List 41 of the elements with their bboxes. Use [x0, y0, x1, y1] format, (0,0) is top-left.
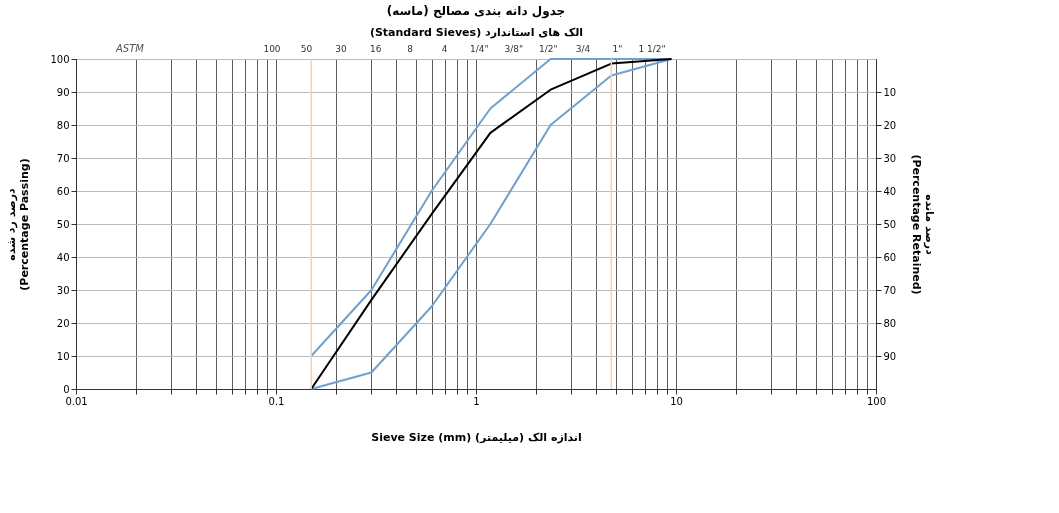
- x-tick-label: 1: [473, 395, 480, 407]
- y-tick-label: 10: [56, 350, 70, 362]
- x-tick-label: 0.01: [65, 395, 88, 407]
- text: 4: [441, 44, 448, 54]
- y-tick-label: 80: [56, 119, 70, 131]
- y-tick-label: 100: [50, 53, 70, 65]
- text: 100: [263, 44, 281, 54]
- y2-tick-label: 90: [883, 350, 897, 362]
- text: 30: [335, 44, 348, 54]
- y2-tick-label: 20: [883, 119, 897, 131]
- x-tick-label: 10: [670, 395, 683, 407]
- x2-axis-title: (Standard Sieves) الک های استاندارد: [369, 25, 584, 39]
- text: 1/4": [469, 44, 489, 54]
- x-axis-title: Sieve Size (mm) اندازه الک (میلیمتر): [371, 430, 582, 444]
- text: 50: [300, 44, 313, 54]
- text: 3/4: [575, 44, 591, 54]
- y-tick-label: 20: [56, 317, 70, 329]
- text: ASTM: [115, 43, 145, 54]
- text: 8: [407, 44, 414, 54]
- text: 3/8": [504, 44, 524, 54]
- text: 16: [369, 44, 382, 54]
- text: 1": [612, 44, 623, 54]
- text: 1 1/2": [638, 44, 666, 54]
- y2-tick-label: 60: [883, 251, 897, 263]
- y2-tick-label: 40: [883, 185, 897, 197]
- y2-tick-label: 10: [883, 86, 897, 98]
- x-tick-label: 100: [866, 395, 887, 407]
- y-tick-label: 60: [56, 185, 70, 197]
- y-tick-label: 40: [56, 251, 70, 263]
- y-tick-label: 50: [56, 218, 70, 230]
- chart-title: جدول دانه بندی مصالح (ماسه): [386, 4, 566, 19]
- x-tick-label: 0.1: [268, 395, 285, 407]
- y-tick-label: 30: [56, 284, 70, 296]
- y-tick-label: 0: [63, 383, 70, 395]
- y-tick-label: 90: [56, 86, 70, 98]
- text: 1/2": [539, 44, 558, 54]
- y2-tick-label: 80: [883, 317, 897, 329]
- y2-tick-label: 50: [883, 218, 897, 230]
- y2-tick-label: 70: [883, 284, 897, 296]
- y-tick-label: 70: [56, 152, 70, 164]
- y2-tick-label: 30: [883, 152, 897, 164]
